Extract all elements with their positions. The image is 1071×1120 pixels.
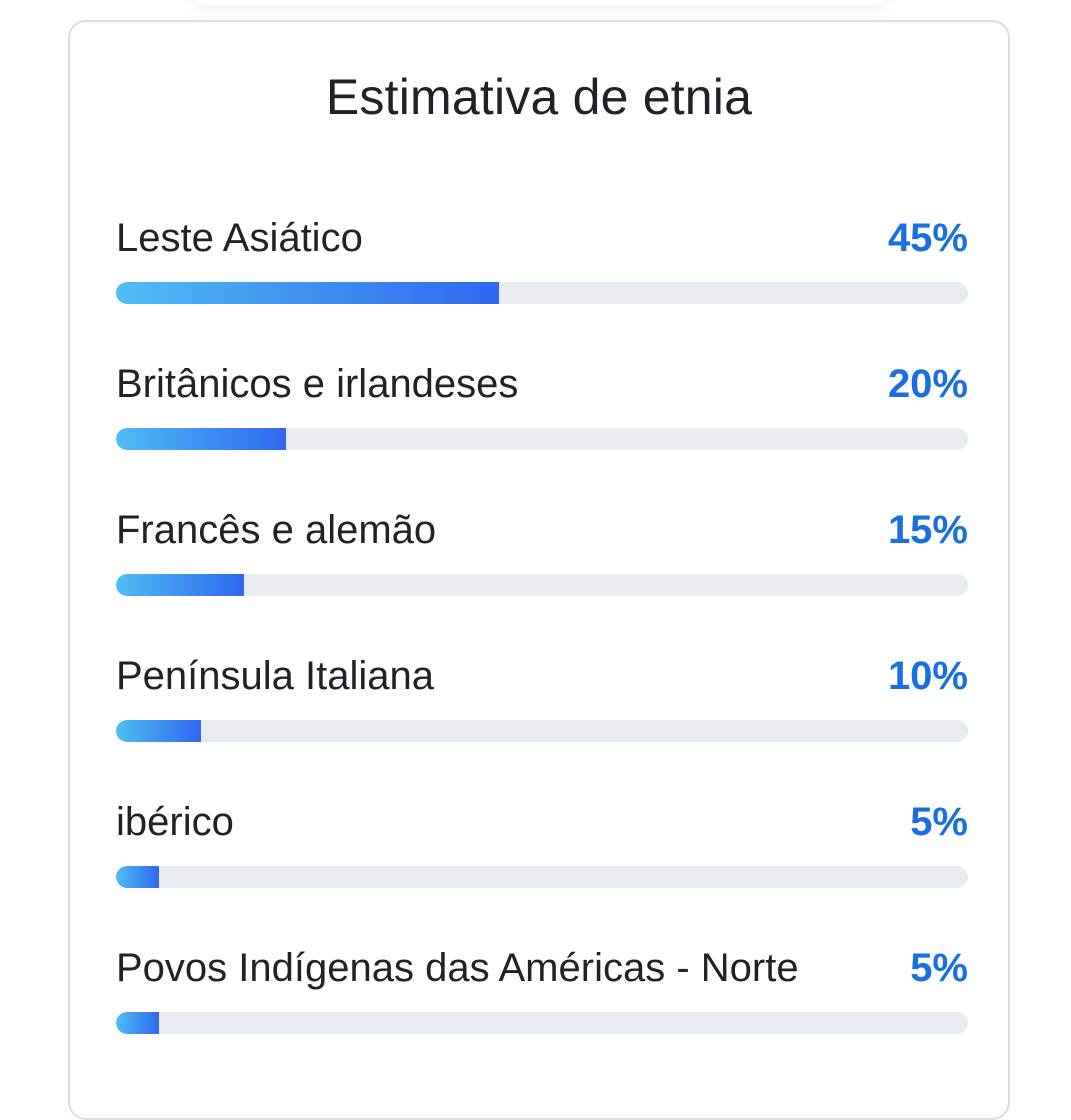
ethnicity-estimate-card: Estimativa de etnia Leste Asiático 45% B… — [68, 20, 1010, 1120]
ethnicity-percent: 5% — [910, 800, 968, 844]
progress-track — [116, 866, 968, 888]
ethnicity-label: Península Italiana — [116, 654, 435, 698]
progress-track — [116, 720, 968, 742]
ethnicity-label: Francês e alemão — [116, 508, 437, 552]
ethnicity-row-italian-peninsula: Península Italiana 10% — [116, 648, 968, 794]
progress-fill — [116, 282, 500, 304]
progress-fill — [116, 428, 287, 450]
ethnicity-percent: 15% — [887, 508, 968, 552]
progress-track — [116, 428, 968, 450]
progress-fill — [116, 720, 202, 742]
ethnicity-percent: 20% — [887, 362, 968, 406]
ethnicity-row-indigenous-americas-north: Povos Indígenas das Américas - Norte 5% — [116, 940, 968, 1086]
ethnicity-label: Povos Indígenas das Américas - Norte — [116, 946, 799, 990]
ethnicity-row-east-asian: Leste Asiático 45% — [116, 210, 968, 356]
ethnicity-percent: 45% — [887, 216, 968, 260]
progress-track — [116, 282, 968, 304]
ethnicity-percent: 10% — [887, 654, 968, 698]
ethnicity-list: Leste Asiático 45% Britânicos e irlandes… — [116, 210, 968, 1086]
ethnicity-row-british-irish: Britânicos e irlandeses 20% — [116, 356, 968, 502]
previous-card-edge — [190, 0, 890, 6]
progress-fill — [116, 1012, 159, 1034]
progress-track — [116, 1012, 968, 1034]
progress-fill — [116, 866, 159, 888]
ethnicity-label: Leste Asiático — [116, 216, 363, 260]
ethnicity-label: ibérico — [116, 800, 234, 844]
progress-fill — [116, 574, 244, 596]
ethnicity-label: Britânicos e irlandeses — [116, 362, 519, 406]
progress-track — [116, 574, 968, 596]
ethnicity-percent: 5% — [910, 946, 968, 990]
card-title: Estimativa de etnia — [325, 69, 753, 125]
ethnicity-row-french-german: Francês e alemão 15% — [116, 502, 968, 648]
ethnicity-row-iberian: ibérico 5% — [116, 794, 968, 940]
